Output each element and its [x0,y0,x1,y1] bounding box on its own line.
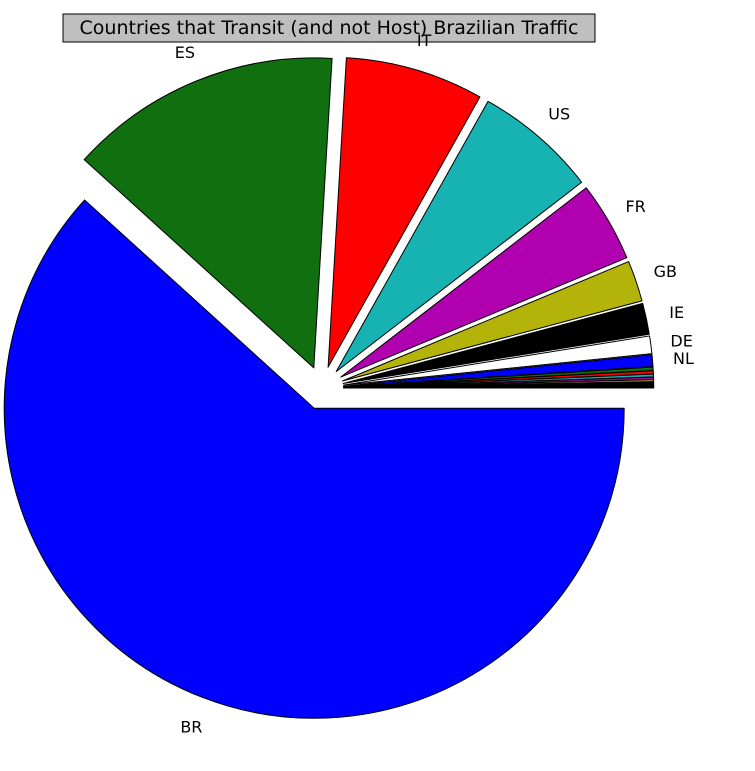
pie-slice-br [3,199,625,719]
chart-title-box: Countries that Transit (and not Host) Br… [62,13,596,43]
pie-slice-gb [342,261,643,382]
pie-slices [3,57,655,719]
slice-label-fr: FR [625,197,645,216]
pie-slice-17 [343,386,655,389]
pie-slice-fr [340,187,628,378]
slice-label-nl: NL [673,349,694,368]
pie-slice-ie [342,302,650,384]
slice-label-ie: IE [669,303,684,322]
slice-label-es: ES [175,43,195,62]
pie-slice-es [83,57,333,369]
slice-label-gb: GB [654,262,677,281]
pie-slice-nl [343,354,654,387]
slice-label-br: BR [180,717,202,736]
slice-label-de: DE [670,332,692,351]
pie-slice-it [327,57,481,368]
chart-title-background [62,13,596,43]
chart-title: Countries that Transit (and not Host) Br… [80,17,579,39]
slice-label-us: US [548,105,570,124]
pie-slice-de [343,335,653,386]
slice-label-it: IT [417,31,432,50]
pie-slice-us [335,100,583,373]
